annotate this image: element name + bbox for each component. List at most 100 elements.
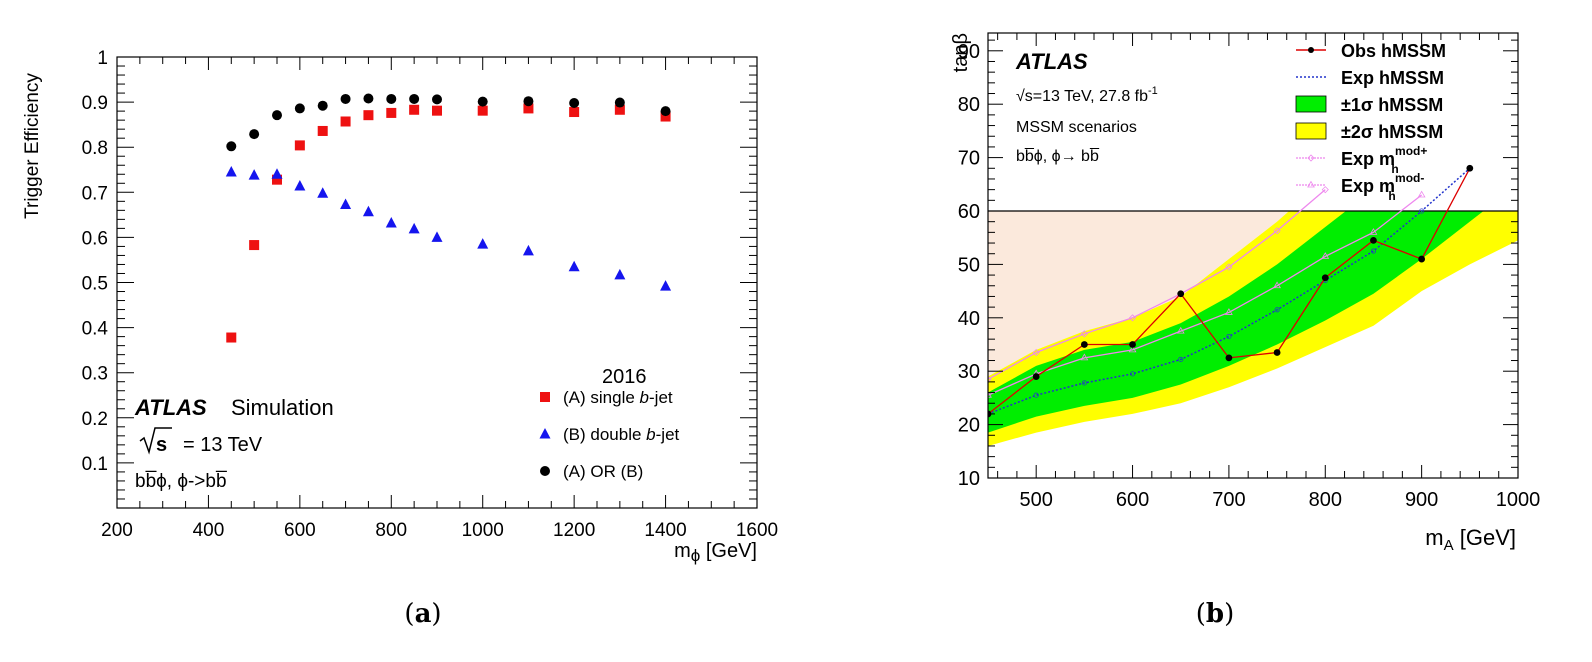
y-tick-label-b: 20 [958,415,980,437]
y-tick-label-a: 0.1 [82,454,108,475]
x-tick-label-a: 600 [284,520,316,541]
exp-mod-plus-point [1273,227,1281,235]
data-point-square [317,125,328,136]
legend-band2-swatch [1295,122,1327,140]
legend-label-b: ±1σ hMSSM [1341,95,1443,115]
exp-mod-plus-point [1128,314,1137,322]
observed-point [1370,236,1377,244]
process-label-b: bb̅ϕ, ϕ→ bb̅ [1016,147,1099,165]
data-point-triangle [317,187,329,198]
legend-label-b: Exp mmod+ h [1341,144,1427,176]
data-point-circle [477,96,488,107]
data-point-triangle [522,244,534,256]
expected-point [1226,333,1232,340]
data-point-triangle [408,222,420,234]
sqrt-s-a: s [156,434,167,456]
legend-obs-marker [1308,47,1314,53]
exp-mod-minus-point [988,390,992,398]
data-point-circle [614,97,625,108]
data-point-triangle [614,268,626,280]
data-point-circle [249,129,260,140]
data-point-square [477,105,488,116]
panel-a: 200 400 600 800 1000 1200 1400 1600 0.1 0.2 0.3 0.4… [22,48,778,629]
legend-text-part: -jet [656,425,680,444]
band-1sigma [988,61,1518,433]
data-point-circle [569,98,580,109]
y-tick-label-a: 0.5 [82,274,108,295]
legend-text-italic: b [646,425,655,444]
exp-mod-plus-point [988,375,992,383]
legend-text-part: -jet [649,388,673,407]
legend-text-part: Obs hMSSM [1341,41,1446,61]
data-point-square [432,105,442,116]
y-tick-label-a: 0.3 [82,364,108,385]
data-point-triangle [294,179,306,191]
legend-text-part: (A) single [563,388,640,407]
legend-text-sup: mod+ [1395,144,1427,158]
x-tick-label-a: 1200 [553,520,595,541]
x-tick-label-a: 1600 [736,520,778,541]
data-point-triangle [271,168,283,179]
legend-text-sub: h [1388,189,1395,203]
exp-mod-minus-point [1321,252,1330,259]
legend-label-a: (A) single b-jet [563,388,673,407]
atlas-label-a: ATLAS [134,395,207,420]
y-tick-label-b: 90 [958,41,980,63]
data-point-square [294,140,305,151]
expected-point [1033,392,1039,398]
legend-text-sup: mod- [1395,171,1424,185]
x-tick-label-b: 500 [1019,489,1052,511]
data-point-circle [409,93,420,104]
data-point-triangle [660,280,672,291]
data-point-triangle [477,238,489,249]
observed-point [1080,341,1088,348]
data-point-square [523,103,534,114]
upper-white-region [988,33,1518,211]
legend-modm-marker [1307,180,1315,188]
y-tick-label-a: 0.6 [82,228,108,249]
exp-mod-minus-point [1369,228,1378,235]
data-point-triangle [248,169,260,180]
legend-marker-triangle [539,428,551,439]
data-point-triangle [362,205,374,217]
y-axis-label-a: Trigger Efficiency [22,73,43,219]
legend-label-a: (B) double b-jet [563,425,680,444]
data-point-circle [660,106,671,117]
year-label-a: 2016 [602,366,647,388]
expected-point [1419,208,1425,214]
panel-label-a: (a) [404,599,441,629]
y-axis-label-b: tanβ [950,33,972,72]
data-marks-a [225,93,672,343]
data-point-square [272,174,282,185]
panel-b: 500 600 700 800 900 1000 10 20 30 40 50 60 70 80 90 ta… [950,32,1541,629]
legend-text-sub: h [1391,162,1398,176]
legend-text-part: ±1σ hMSSM [1341,95,1443,115]
legend-text-part: Exp m [1341,176,1395,196]
y-tick-label-a: 0.9 [82,93,108,114]
observed-point [1032,373,1040,380]
x-tick-label-a: 1000 [462,520,504,541]
data-point-triangle [385,216,397,228]
data-point-triangle [340,198,352,209]
excluded-region [988,33,1518,377]
observed-point [1466,164,1474,172]
x-tick-label-a: 1400 [644,520,686,541]
legend-text-part: (B) double [563,425,646,444]
data-point-circle [340,93,351,104]
data-point-circle [317,100,328,111]
x-tick-label-b: 900 [1405,489,1438,511]
process-label-a: bb̅ϕ, ϕ->bb̅ [135,471,227,492]
exp-mod-plus-point [1225,263,1233,271]
data-point-circle [523,96,534,107]
legend-label-a: (A) OR (B) [563,462,643,481]
atlas-label-b: ATLAS [1015,49,1088,74]
x-tick-label-b: 1000 [1496,489,1541,511]
exp-mod-minus-point [1080,353,1089,361]
data-point-square [386,107,397,118]
exp-mod-minus-point [1225,308,1233,315]
observed-point [1225,354,1233,362]
data-point-square [660,111,671,122]
legend-band1-swatch [1295,95,1327,113]
sqrt-symbol-a [139,427,172,455]
